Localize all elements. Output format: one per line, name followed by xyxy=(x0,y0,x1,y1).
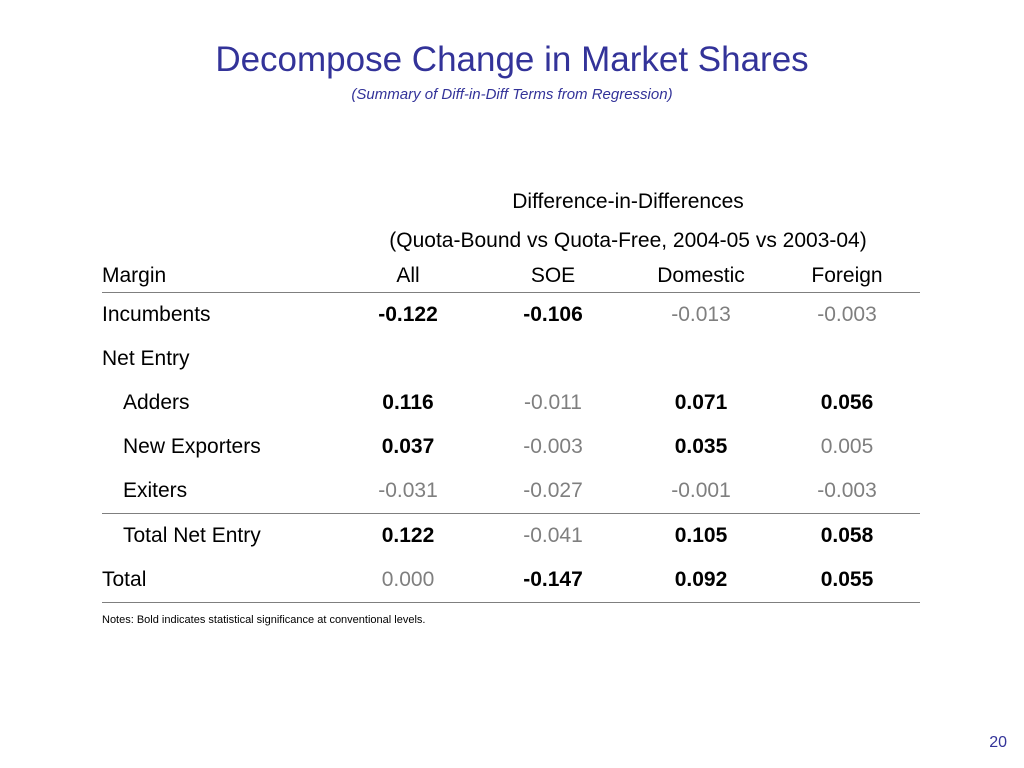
table-super-header-detail: (Quota-Bound vs Quota-Free, 2004-05 vs 2… xyxy=(389,229,867,252)
cell-value: -0.041 xyxy=(478,513,628,558)
table-row-total: Total 0.000 -0.147 0.092 0.055 xyxy=(102,558,920,603)
cell-value: 0.000 xyxy=(338,558,478,603)
column-header-soe: SOE xyxy=(530,263,576,287)
cell-value: -0.003 xyxy=(817,303,877,326)
cell-value: 0.071 xyxy=(674,391,728,414)
column-header-foreign: Foreign xyxy=(811,263,883,287)
cell-value: 0.058 xyxy=(774,513,920,558)
column-header-all: All xyxy=(396,263,420,287)
cell-value xyxy=(774,337,920,381)
table-super-header: Difference-in-Differences xyxy=(512,190,744,213)
table-row-incumbents: Incumbents -0.122 -0.106 -0.013 -0.003 xyxy=(102,293,920,338)
table-row-net-entry: Net Entry xyxy=(102,337,920,381)
cell-value: -0.011 xyxy=(524,391,582,414)
cell-value: 0.122 xyxy=(338,513,478,558)
slide-subtitle: (Summary of Diff-in-Diff Terms from Regr… xyxy=(351,86,673,103)
results-table: Margin All SOE Domestic Foreign Incumben… xyxy=(102,259,920,603)
cell-value: 0.116 xyxy=(382,391,434,414)
cell-value: -0.027 xyxy=(523,479,583,502)
slide-title: Decompose Change in Market Shares xyxy=(215,40,809,79)
row-label: Incumbents xyxy=(102,303,211,326)
row-label: New Exporters xyxy=(123,435,261,458)
cell-value: -0.031 xyxy=(378,479,438,502)
table-row-exiters: Exiters -0.031 -0.027 -0.001 -0.003 xyxy=(102,469,920,514)
table-row-new-exporters: New Exporters 0.037 -0.003 0.035 0.005 xyxy=(102,425,920,469)
cell-value: 0.056 xyxy=(820,391,874,414)
cell-value: 0.105 xyxy=(628,513,774,558)
row-label: Adders xyxy=(123,391,190,414)
cell-value: -0.001 xyxy=(671,479,731,502)
cell-value: 0.037 xyxy=(381,435,435,458)
cell-value xyxy=(338,337,478,381)
table-notes: Notes: Bold indicates statistical signif… xyxy=(102,614,426,626)
cell-value: -0.106 xyxy=(523,303,583,326)
cell-value: -0.122 xyxy=(378,303,438,326)
cell-value xyxy=(478,337,628,381)
cell-value: -0.013 xyxy=(671,303,731,326)
column-header-margin: Margin xyxy=(102,263,167,287)
table-row-adders: Adders 0.116 -0.011 0.071 0.056 xyxy=(102,381,920,425)
cell-value xyxy=(628,337,774,381)
row-label: Total xyxy=(102,558,338,603)
column-header-domestic: Domestic xyxy=(657,263,745,287)
cell-value: 0.005 xyxy=(820,435,874,458)
cell-value: 0.092 xyxy=(628,558,774,603)
cell-value: -0.003 xyxy=(817,479,877,502)
row-label: Total Net Entry xyxy=(102,513,338,558)
table-row-total-net-entry: Total Net Entry 0.122 -0.041 0.105 0.058 xyxy=(102,513,920,558)
table-header-row: Margin All SOE Domestic Foreign xyxy=(102,259,920,293)
row-label: Net Entry xyxy=(102,347,190,370)
row-label: Exiters xyxy=(123,479,188,502)
cell-value: -0.003 xyxy=(523,435,583,458)
cell-value: 0.035 xyxy=(674,435,728,458)
cell-value: -0.147 xyxy=(478,558,628,603)
cell-value: 0.055 xyxy=(774,558,920,603)
page-number: 20 xyxy=(989,734,1007,751)
